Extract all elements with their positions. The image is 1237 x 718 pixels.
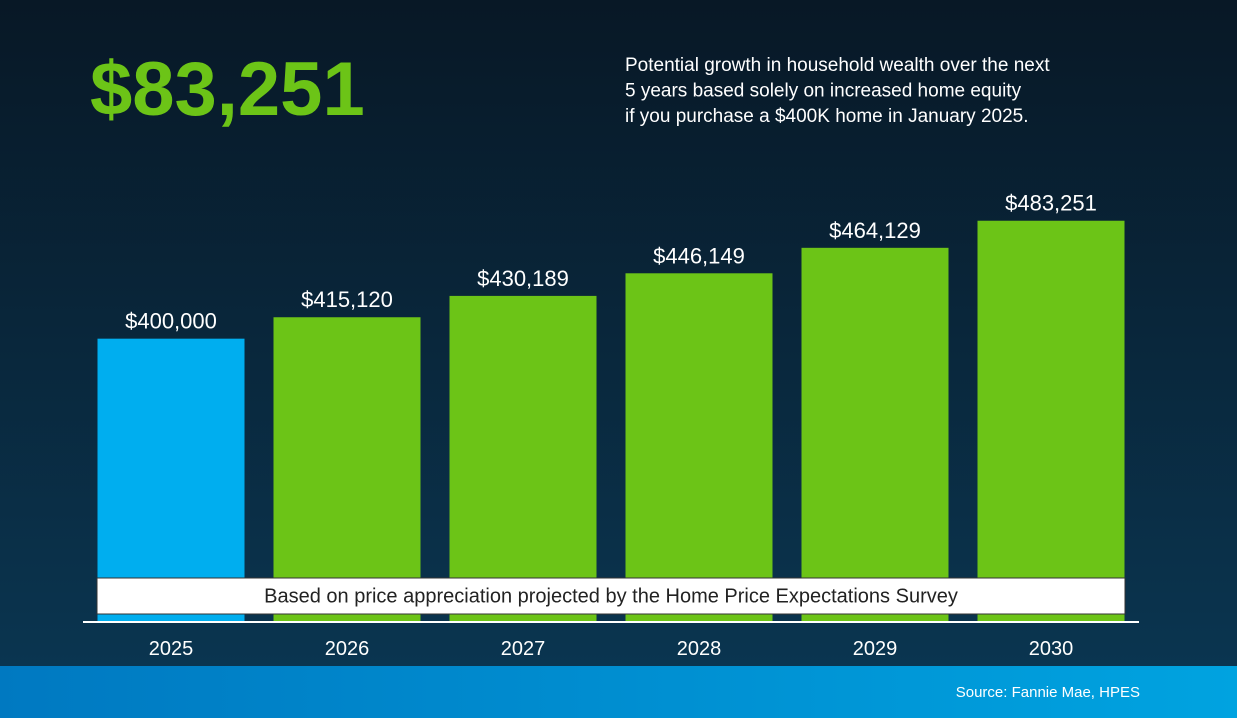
value-label: $446,149 — [653, 243, 745, 268]
footer-strip — [0, 666, 1237, 718]
x-tick-label: 2025 — [149, 638, 194, 660]
description-line: Potential growth in household wealth ove… — [625, 55, 1050, 76]
value-label: $430,189 — [477, 266, 569, 291]
source: Source: Fannie Mae, HPES — [956, 684, 1140, 701]
bar — [977, 220, 1125, 622]
description: Potential growth in household wealth ove… — [625, 55, 1050, 127]
x-tick-label: 2026 — [325, 638, 370, 660]
value-label: $464,129 — [829, 218, 921, 243]
bar — [449, 295, 597, 622]
x-tick-label: 2030 — [1029, 638, 1074, 660]
annotation: Based on price appreciation projected by… — [264, 585, 958, 607]
bar — [625, 273, 773, 622]
value-label: $483,251 — [1005, 191, 1097, 216]
bar — [273, 317, 421, 622]
x-tick-label: 2029 — [853, 638, 898, 660]
x-tick-label: 2028 — [677, 638, 722, 660]
value-label: $400,000 — [125, 309, 217, 334]
bar — [97, 338, 245, 622]
annotation-box — [96, 577, 1126, 615]
headline: $83,251 — [90, 47, 365, 132]
bar — [801, 247, 949, 622]
value-label: $415,120 — [301, 287, 393, 312]
plot: $400,000 2025 $415,120 2026 $430,189 2027 $446… — [97, 191, 1125, 660]
description-line: if you purchase a $400K home in January … — [625, 106, 1029, 127]
description-line: 5 years based solely on increased home e… — [625, 81, 1022, 102]
x-tick-label: 2027 — [501, 638, 546, 660]
